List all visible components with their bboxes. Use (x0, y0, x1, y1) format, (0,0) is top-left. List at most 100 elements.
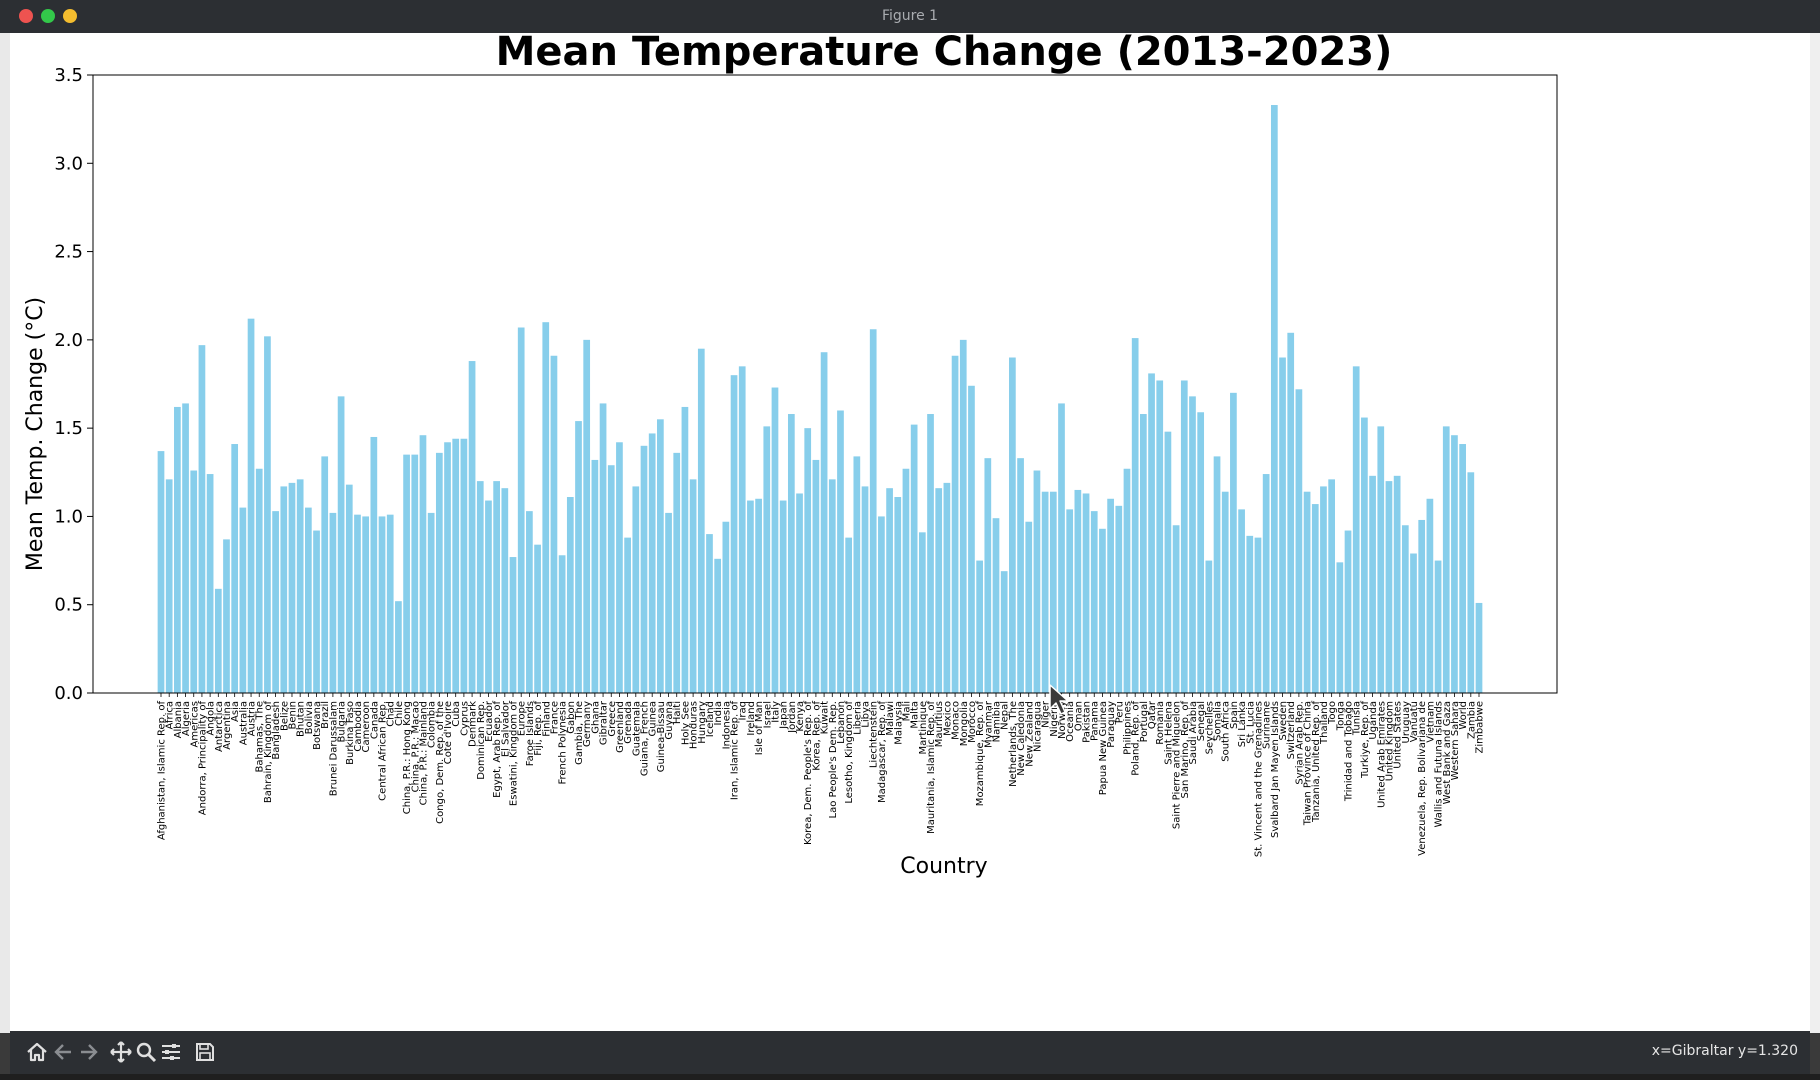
x-tick-label: Iceland (705, 701, 716, 737)
bar (1328, 479, 1335, 693)
x-tick-label: Poland, Rep. of (1131, 701, 1142, 776)
bar (1213, 456, 1221, 693)
bar (747, 500, 754, 693)
bar (1385, 481, 1393, 693)
x-tick-label: Belize (279, 701, 290, 731)
bar (632, 486, 640, 693)
x-tick-label: Vanuatu (1409, 701, 1420, 742)
bar (296, 479, 304, 693)
bar (575, 421, 582, 693)
x-tick-label: Malaysia (893, 701, 904, 745)
x-tick-label: Venezuela, Rep. Bolivariana de (1417, 701, 1428, 856)
x-tick-label: Italy (770, 701, 781, 723)
bar (1131, 338, 1139, 693)
x-tick-label: Indonesia (721, 701, 732, 749)
y-tick-label: 2.5 (54, 242, 83, 263)
bar (1270, 105, 1278, 693)
bar (1393, 475, 1401, 693)
bar (1303, 491, 1311, 693)
bar (1140, 414, 1147, 693)
x-tick-label: Ghana (590, 701, 601, 734)
bar (763, 426, 771, 693)
x-tick-label: Korea, Rep. of (811, 701, 822, 771)
x-tick-label: Netherlands, The (1008, 701, 1019, 787)
pan-icon[interactable] (106, 1037, 136, 1067)
bar (1262, 474, 1270, 693)
bar (509, 557, 517, 693)
x-tick-label: Oceania (1065, 701, 1076, 742)
window-titlebar: Figure 1 (0, 0, 1820, 33)
bar (427, 512, 435, 693)
x-tick-label: Romania (1155, 701, 1166, 745)
x-tick-label: South Africa (1221, 701, 1232, 762)
bar (1205, 560, 1213, 693)
bar (689, 479, 697, 693)
bar (1033, 470, 1041, 693)
configure-subplots-icon[interactable] (156, 1037, 186, 1067)
x-tick-label: Sweden (1278, 701, 1289, 741)
bar (264, 336, 271, 693)
x-tick-label: Kuwait (820, 701, 831, 734)
bar (214, 588, 222, 693)
bar (943, 482, 951, 693)
x-tick-label: Holy See (680, 701, 691, 745)
y-tick-label: 1.0 (54, 506, 83, 527)
bar-chart[interactable]: Mean Temperature Change (2013-2023) Mean… (10, 29, 1810, 1031)
x-tick-label: Mauritius (934, 701, 945, 747)
bar (869, 329, 877, 693)
bar (1369, 475, 1376, 693)
bar (403, 454, 410, 693)
bar (468, 361, 476, 693)
x-axis-label: Country (900, 854, 987, 879)
bar (452, 438, 460, 693)
x-tick-label: Egypt, Arab Rep. of (492, 701, 503, 798)
window-title: Figure 1 (881, 8, 939, 24)
x-tick-label: Saint Helena (1163, 701, 1174, 765)
x-tick-label: Israel (762, 701, 773, 728)
x-tick-label: Mozambique, Rep. of (975, 701, 986, 807)
bar (665, 512, 672, 693)
bar (968, 385, 975, 693)
figure-canvas[interactable]: Mean Temperature Change (2013-2023) Mean… (10, 29, 1810, 1031)
x-tick-label: Denmark (468, 701, 479, 747)
x-tick-label: Nicaragua (1032, 701, 1043, 752)
back-arrow-icon[interactable] (48, 1037, 78, 1067)
x-tick-label: Spain (1229, 701, 1240, 729)
bar (1058, 403, 1065, 693)
bar (1442, 426, 1450, 693)
x-tick-label: Tanzania, United Rep. of (1311, 701, 1322, 823)
x-tick-label: Colombia (427, 701, 438, 748)
x-tick-label: Cambodia (353, 701, 364, 752)
bar (1090, 511, 1098, 693)
bar (1082, 493, 1090, 693)
home-icon[interactable] (22, 1037, 52, 1067)
bar (1336, 562, 1344, 693)
cursor-coordinates: x=Gibraltar y=1.320 (1651, 1043, 1798, 1059)
bar (755, 498, 762, 693)
x-tick-label: Benin (287, 701, 298, 729)
x-tick-label: Guatemala (631, 701, 642, 756)
x-tick-label: Portugal (1139, 701, 1150, 742)
bar (1344, 530, 1352, 693)
background-window-edge (0, 33, 10, 1033)
bar (566, 497, 574, 693)
close-window-button[interactable] (19, 9, 33, 23)
zoom-icon[interactable] (131, 1037, 161, 1067)
x-tick-label: Bangladesh (271, 701, 282, 760)
save-icon[interactable] (190, 1037, 220, 1067)
bar (1164, 431, 1172, 693)
bar (599, 403, 607, 693)
x-tick-label: New Caledonia (1016, 701, 1027, 776)
bar (1295, 389, 1303, 693)
bar (976, 560, 983, 693)
x-tick-label: Mexico (942, 701, 953, 736)
x-tick-label: Andorra, Principality of (197, 701, 208, 816)
x-tick-label: Chile (394, 701, 405, 726)
minimize-window-button[interactable] (63, 9, 77, 23)
bar (1009, 357, 1016, 693)
bar (607, 465, 615, 693)
bar (1320, 486, 1327, 693)
maximize-window-button[interactable] (41, 9, 55, 23)
bar (501, 488, 509, 693)
forward-arrow-icon[interactable] (74, 1037, 104, 1067)
